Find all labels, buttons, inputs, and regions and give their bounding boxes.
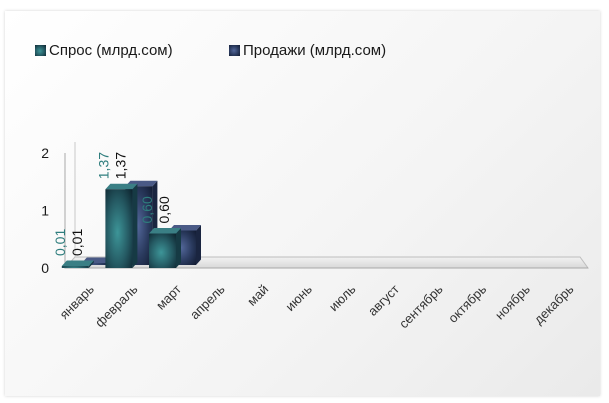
bar-top-0-1 bbox=[105, 183, 138, 190]
y-axis-ticks: 0 1 2 bbox=[41, 145, 49, 276]
category-label-0: январь bbox=[56, 281, 97, 322]
legend-swatch-0 bbox=[35, 45, 46, 56]
category-label-5: июнь bbox=[282, 281, 315, 314]
category-label-6: июль bbox=[326, 281, 359, 314]
y-tick-label-0: 0 bbox=[41, 260, 49, 276]
bar-0-2 bbox=[149, 228, 181, 268]
bar-top-0-0 bbox=[61, 260, 94, 266]
data-labels: 0,01 0,01 1,37 1,37 0,60 0,60 bbox=[52, 152, 172, 256]
category-label-1: февраль bbox=[92, 281, 141, 330]
legend-label-0: Спрос (млрд.сом) bbox=[49, 42, 173, 59]
legend-label-1: Продажи (млрд.сом) bbox=[243, 42, 386, 59]
data-label-0-2: 0,60 bbox=[139, 196, 155, 223]
bars bbox=[61, 180, 201, 268]
legend: Спрос (млрд.сом) Продажи (млрд.сом) bbox=[35, 42, 386, 59]
bar-side-0-2 bbox=[176, 228, 181, 268]
category-label-9: октябрь bbox=[445, 281, 489, 325]
category-label-8: сентябрь bbox=[396, 281, 446, 331]
bar-front-1-0 bbox=[81, 263, 109, 265]
bar-chart: Спрос (млрд.сом) Продажи (млрд.сом) 012 … bbox=[35, 42, 589, 331]
bar-front-0-2 bbox=[149, 233, 176, 268]
bar-side-0-0 bbox=[88, 260, 94, 268]
category-label-3: апрель bbox=[187, 281, 228, 322]
category-label-4: май bbox=[244, 282, 271, 309]
y-tick-label-1: 1 bbox=[41, 203, 49, 219]
data-label-1-2: 0,60 bbox=[156, 196, 172, 223]
data-label-1-1: 1,37 bbox=[112, 152, 128, 179]
category-label-7: август bbox=[365, 281, 402, 318]
legend-item-1: Продажи (млрд.сом) bbox=[229, 42, 386, 59]
bar-0-0 bbox=[61, 260, 94, 268]
y-tick-label-2: 2 bbox=[41, 145, 49, 161]
data-label-1-0: 0,01 bbox=[69, 229, 85, 256]
bar-side-1-2 bbox=[196, 225, 201, 265]
bar-front-0-0 bbox=[61, 266, 89, 268]
category-label-2: март bbox=[153, 281, 184, 312]
bar-0-1 bbox=[105, 183, 138, 268]
legend-swatch-1 bbox=[229, 45, 240, 56]
data-label-0-1: 1,37 bbox=[95, 152, 111, 179]
category-label-10: ноябрь bbox=[492, 281, 533, 322]
data-label-0-0: 0,01 bbox=[52, 229, 68, 256]
bar-top-0-2 bbox=[149, 228, 181, 234]
bar-side-0-1 bbox=[132, 183, 138, 268]
bar-front-0-1 bbox=[105, 189, 133, 268]
category-label-11: декабрь bbox=[531, 281, 577, 327]
legend-item-0: Спрос (млрд.сом) bbox=[35, 42, 173, 59]
